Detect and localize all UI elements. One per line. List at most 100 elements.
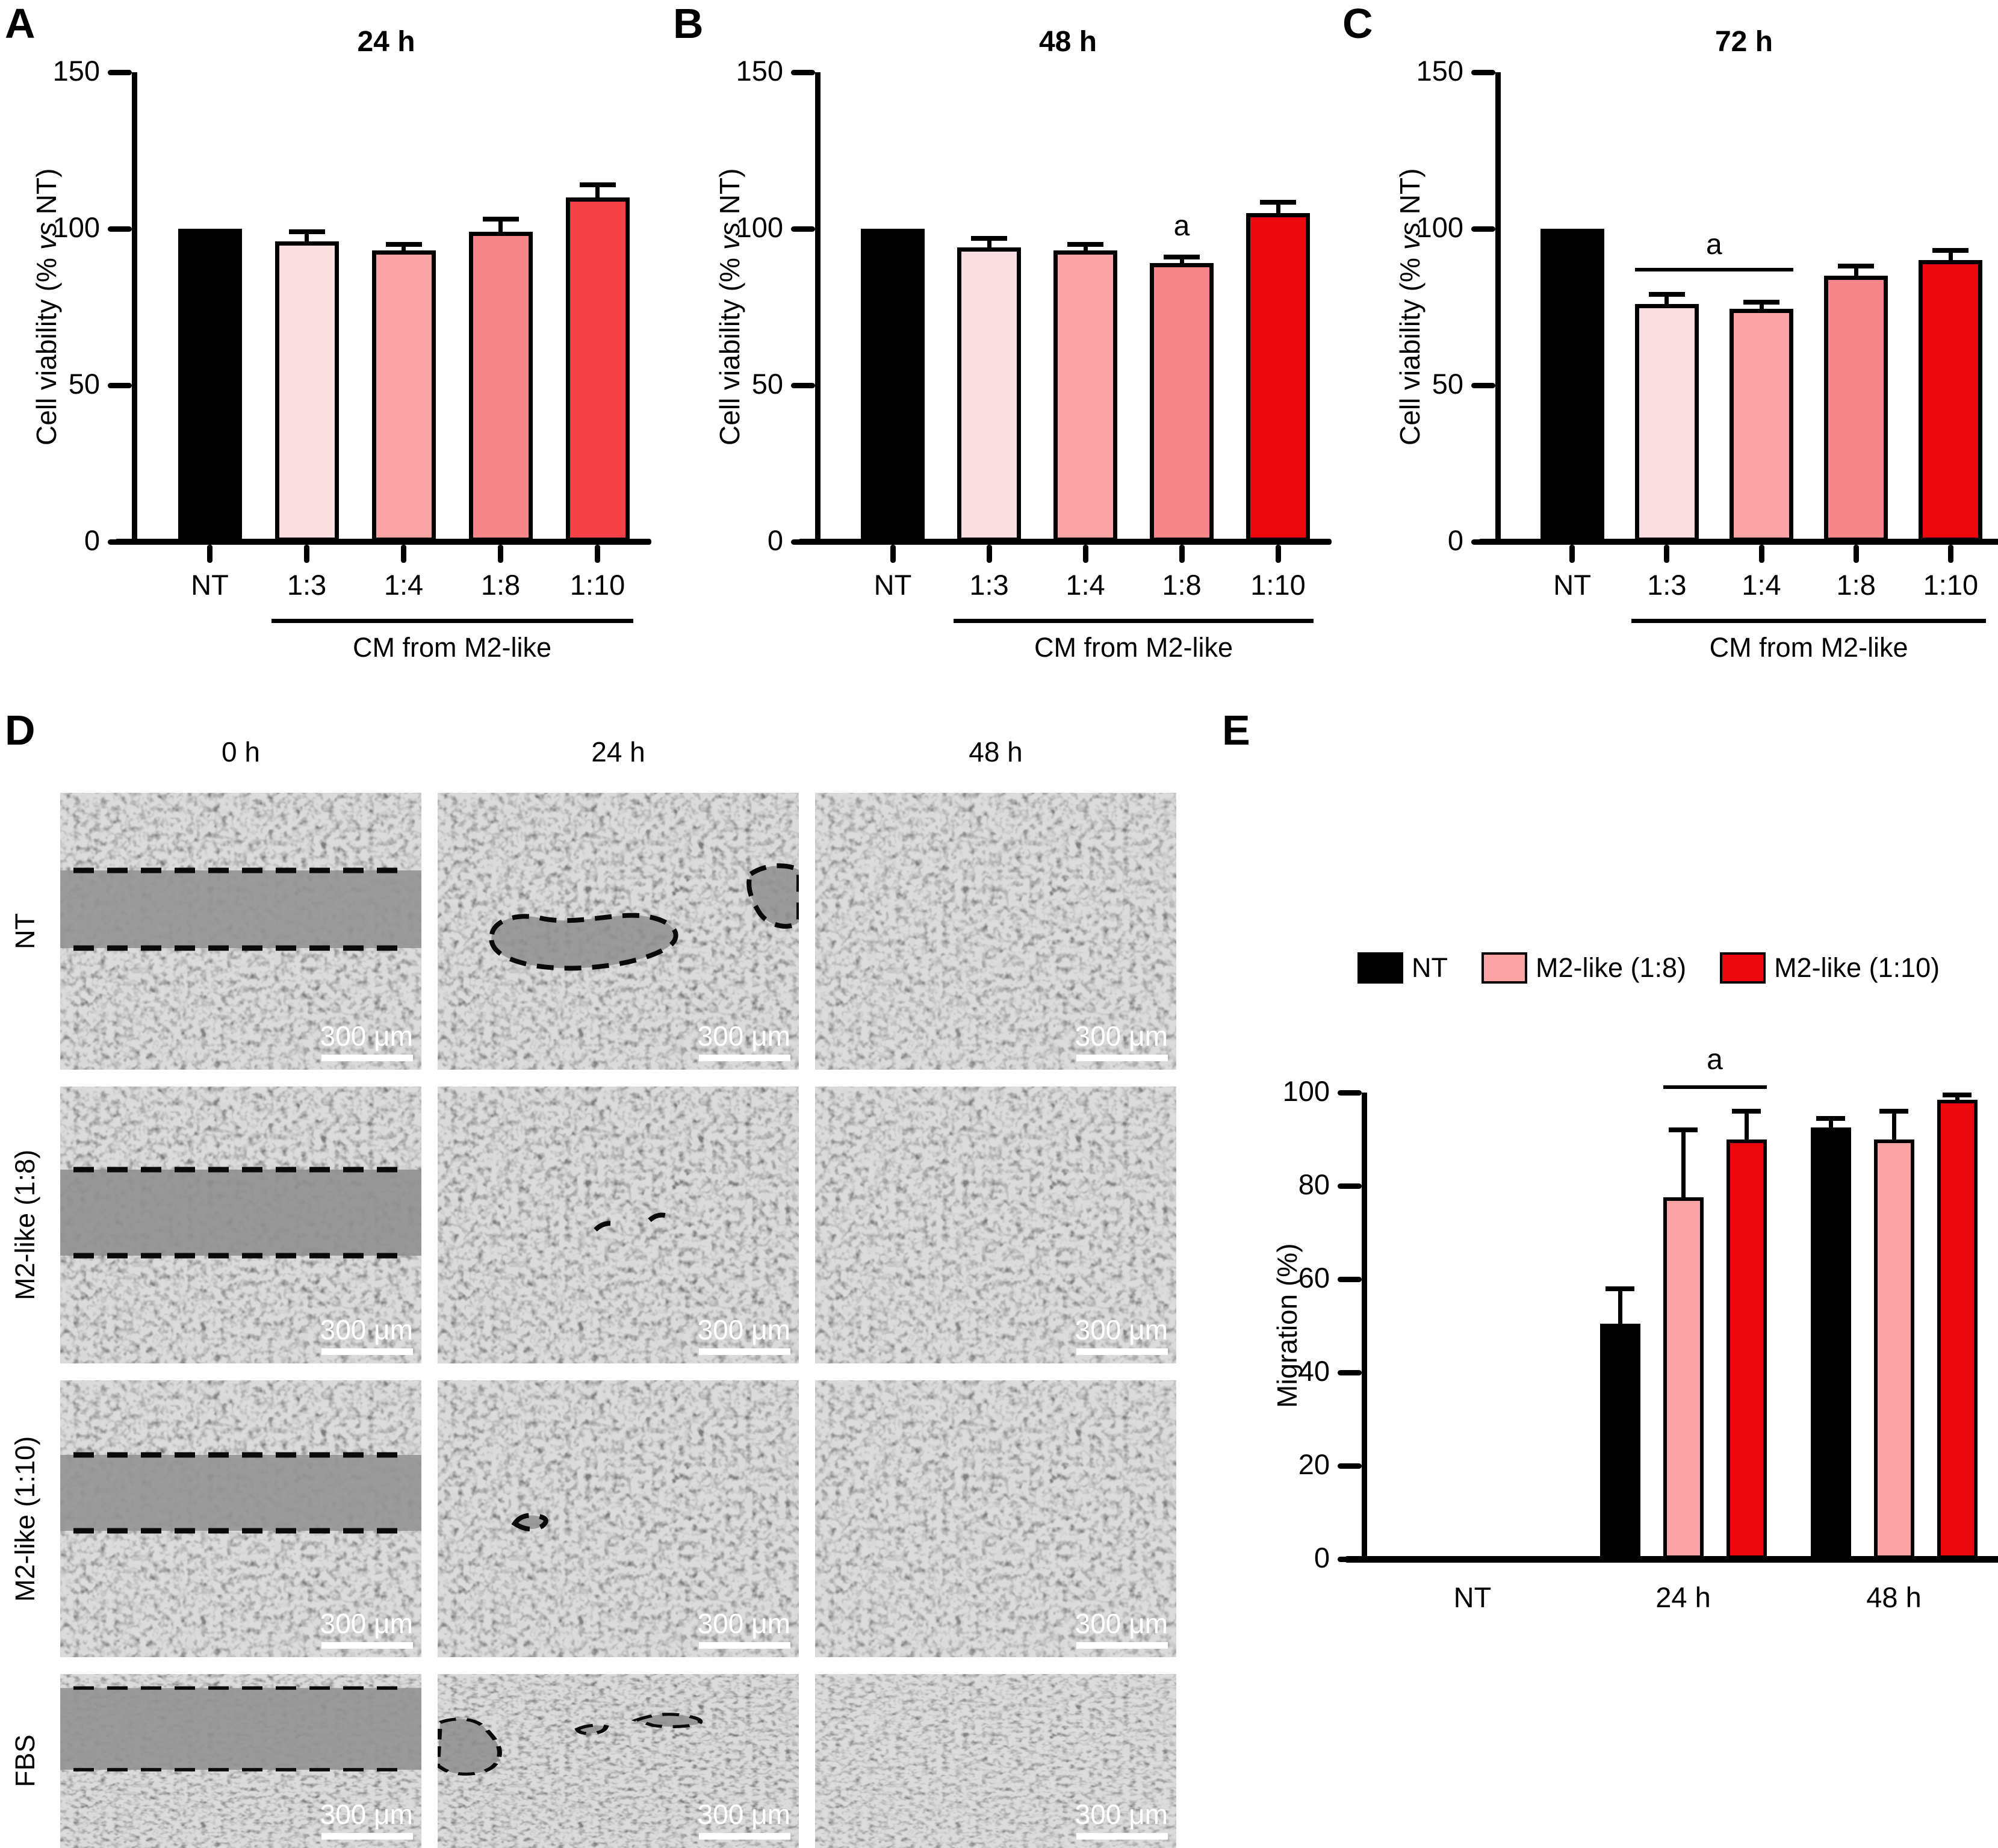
scale-bar: 300 μm — [1075, 1022, 1168, 1061]
x-axis-tick — [1275, 545, 1281, 563]
micrograph-texture — [438, 793, 799, 1070]
bar-1:3 — [957, 247, 1021, 542]
micrograph-texture — [438, 1087, 799, 1363]
x-axis-tick — [1569, 545, 1575, 563]
scale-bar: 300 μm — [698, 1800, 790, 1840]
micrograph-texture — [60, 1674, 421, 1848]
scale-bar-line — [321, 1055, 413, 1061]
error-bar-cap — [579, 182, 616, 188]
y-axis-tick-label: 20 — [1298, 1448, 1330, 1480]
group-label: CM from M2-like — [1034, 632, 1233, 663]
legend-item: NT — [1357, 952, 1448, 984]
y-axis-tick-label: 80 — [1298, 1168, 1330, 1200]
significance-label: a — [1707, 1044, 1723, 1076]
bar-NT — [1599, 1323, 1640, 1559]
bar-M2-like (1:8) — [1663, 1197, 1704, 1559]
panel-b-letter: B — [673, 0, 704, 47]
panel-d-letter: D — [5, 707, 36, 754]
significance-label: a — [1173, 210, 1190, 242]
panel-a-plot: 0 50 100 150 NT 1:3 1:4 1:8 1:10 CM from M2-like — [53, 57, 651, 663]
y-axis-tick-label: 150 — [736, 55, 783, 87]
micrograph-texture — [815, 1087, 1176, 1363]
bar-1:4 — [1730, 308, 1793, 542]
group-label: CM from M2-like — [352, 632, 551, 663]
scale-bar-line — [699, 1833, 790, 1840]
y-axis-tick — [1471, 382, 1495, 388]
scale-bar-label: 300 μm — [697, 1799, 790, 1830]
bar-1:10 — [565, 197, 630, 542]
column-header: 24 h — [591, 736, 645, 767]
x-axis-tick — [1947, 545, 1953, 563]
gap-outline-dashed — [511, 1513, 548, 1532]
gap-outline-dashed — [594, 1221, 619, 1232]
micrograph-texture — [60, 1380, 421, 1657]
error-bar-stem — [1681, 1130, 1686, 1202]
error-bar-cap — [1067, 242, 1103, 247]
scale-bar-line — [321, 1833, 413, 1840]
x-axis-tick — [1082, 545, 1088, 563]
panel-a-title: 24 h — [357, 26, 415, 58]
bar-1:8 — [1824, 276, 1888, 542]
x-axis-tick — [207, 545, 213, 563]
x-category-label: NT — [191, 569, 229, 601]
bar-1:8 — [1150, 263, 1214, 542]
gap-outline-dashed — [574, 1723, 609, 1735]
micrograph-M2-like (1:8)-24 h: 300 μm — [438, 1087, 799, 1363]
micrograph-texture — [60, 793, 421, 1070]
legend-item: M2-like (1:10) — [1720, 952, 1940, 984]
legend-label: NT — [1412, 952, 1448, 983]
panel-b: B 48 h Cell viability (% vs NT) 0 50 100 15… — [666, 0, 1332, 692]
y-axis-tick-label: 100 — [1282, 1075, 1330, 1107]
x-axis-tick — [498, 545, 503, 563]
bar-1:3 — [275, 241, 339, 542]
group-underline — [954, 619, 1314, 623]
y-axis-tick — [1338, 1276, 1362, 1282]
gap-outline-dashed — [438, 1717, 502, 1776]
y-axis-tick — [1338, 1090, 1362, 1096]
micrograph-texture — [815, 1674, 1176, 1848]
legend-swatch — [1720, 952, 1766, 984]
group-underline — [271, 619, 633, 623]
y-axis-tick-label: 40 — [1298, 1355, 1330, 1387]
y-axis-tick-label: 100 — [1416, 211, 1463, 243]
micrograph-NT-24 h: 300 μm — [438, 793, 799, 1070]
error-bar-cap — [1606, 1286, 1634, 1291]
y-axis-tick — [108, 69, 132, 75]
scale-bar-label: 300 μm — [320, 1314, 413, 1345]
legend-label: M2-like (1:10) — [1774, 952, 1940, 983]
error-bar-cap — [1648, 292, 1685, 297]
x-group-label: 24 h — [1655, 1581, 1711, 1613]
micrograph-texture — [438, 1674, 799, 1848]
y-axis-tick-label: 100 — [52, 211, 100, 243]
error-bar-stem — [1854, 266, 1858, 279]
bar-1:8 — [468, 232, 533, 542]
scale-bar-label: 300 μm — [697, 1020, 790, 1052]
gap-outline-dashed — [631, 1713, 703, 1729]
scale-bar: 300 μm — [1075, 1800, 1168, 1840]
bar-M2-like (1:10) — [1726, 1139, 1767, 1559]
y-axis-tick — [791, 382, 815, 388]
y-axis-tick-label: 150 — [1416, 55, 1463, 87]
x-category-label: 1:3 — [287, 569, 327, 601]
bar-1:10 — [1919, 260, 1983, 542]
x-axis-tick — [890, 545, 896, 563]
y-axis-tick — [1471, 226, 1495, 232]
y-axis-tick — [1471, 69, 1495, 75]
x-category-label: 1:10 — [1250, 569, 1306, 601]
x-axis-line — [115, 539, 651, 545]
scale-bar-label: 300 μm — [1075, 1020, 1168, 1052]
micrograph-M2-like (1:10)-48 h: 300 μm — [815, 1380, 1176, 1657]
y-axis-tick-label: 100 — [736, 211, 783, 243]
scale-bar: 300 μm — [698, 1022, 790, 1061]
scale-bar: 300 μm — [698, 1610, 790, 1649]
scale-bar-label: 300 μm — [1075, 1608, 1168, 1639]
x-category-label: 1:3 — [1647, 569, 1687, 601]
error-bar-stem — [987, 238, 991, 252]
bar-NT — [178, 229, 242, 542]
scale-bar-line — [321, 1348, 413, 1355]
x-axis-tick — [1664, 545, 1670, 563]
y-axis-tick-label: 50 — [751, 368, 783, 400]
panel-b-title: 48 h — [1038, 26, 1097, 58]
scale-bar-line — [1076, 1348, 1168, 1355]
